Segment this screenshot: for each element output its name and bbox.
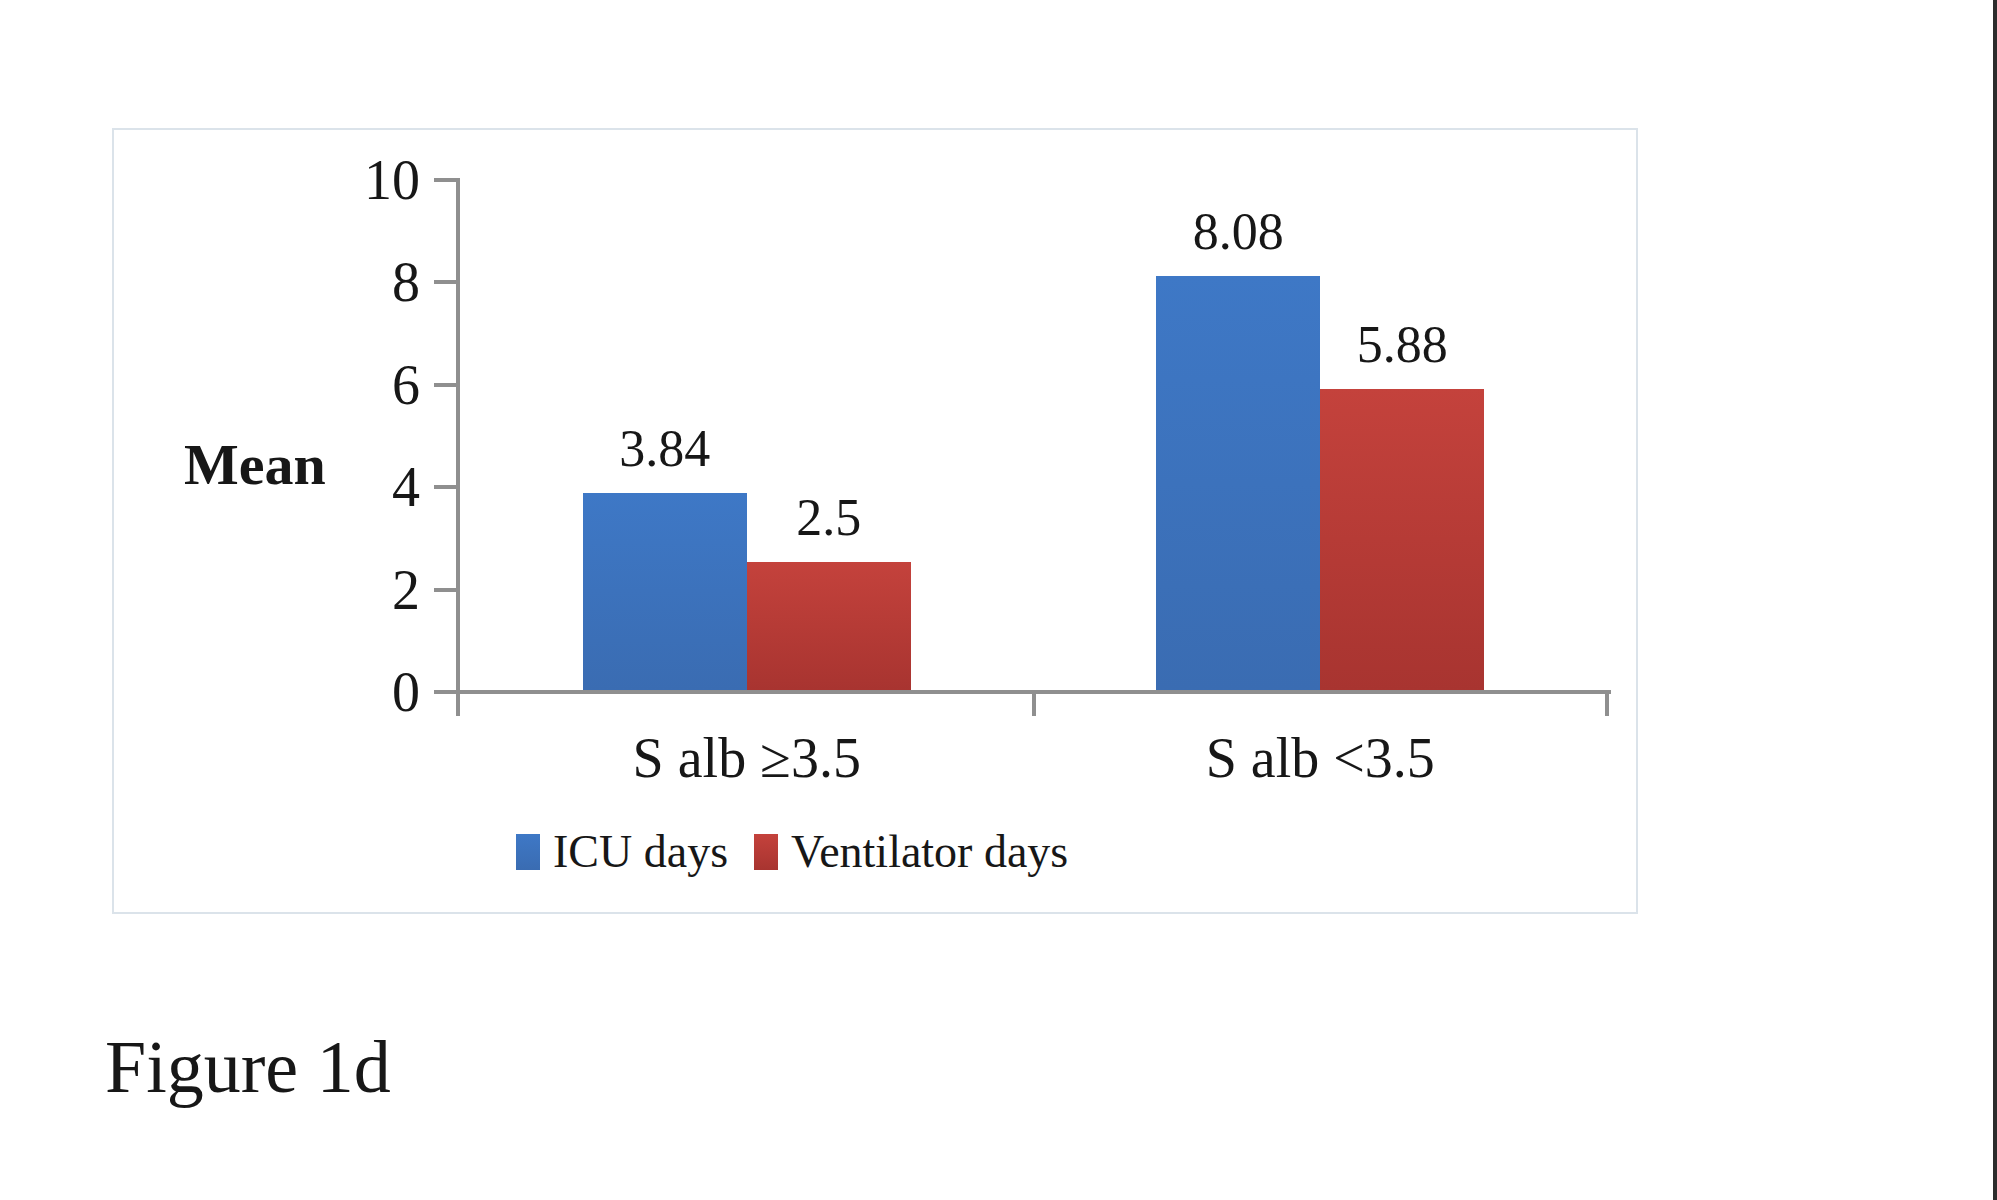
legend-item: Ventilator days	[754, 822, 1068, 882]
category-label: S alb <3.5	[1034, 723, 1608, 793]
bar-value-label: 2.5	[796, 492, 861, 544]
y-tick-label: 10	[264, 145, 420, 215]
bar-icu-days: 8.08	[1156, 276, 1320, 690]
legend-swatch-ventilator-days	[754, 834, 778, 870]
y-tick-label: 8	[264, 247, 420, 317]
legend-swatch-icu-days	[516, 834, 540, 870]
y-tick-mark	[434, 588, 456, 592]
legend-item: ICU days	[516, 822, 728, 882]
y-tick-mark	[434, 383, 456, 387]
bar-icu-days: 3.84	[583, 493, 747, 690]
y-tick-mark	[434, 485, 456, 489]
x-tick-mark	[1605, 690, 1609, 716]
bar-value-label: 3.84	[619, 423, 710, 475]
y-tick-label: 2	[264, 555, 420, 625]
bar-group: 8.085.88	[1034, 180, 1608, 690]
bar-value-label: 8.08	[1193, 206, 1284, 258]
y-tick-mark	[434, 280, 456, 284]
x-tick-mark	[456, 690, 460, 716]
y-tick-label: 4	[264, 452, 420, 522]
figure-caption: Figure 1d	[105, 1022, 391, 1112]
y-tick-mark	[434, 178, 456, 182]
y-tick-label: 6	[264, 350, 420, 420]
bar-ventilator-days: 2.5	[747, 562, 911, 690]
chart-frame: Mean 02468103.842.5S alb ≥3.58.085.88S a…	[112, 128, 1638, 914]
bar-value-label: 5.88	[1357, 319, 1448, 371]
bar-ventilator-days: 5.88	[1320, 389, 1484, 690]
legend: ICU days Ventilator days	[516, 822, 1068, 882]
y-tick-mark	[434, 690, 456, 694]
category-label: S alb ≥3.5	[460, 723, 1034, 793]
document-page: Mean 02468103.842.5S alb ≥3.58.085.88S a…	[0, 0, 1997, 1200]
x-tick-mark	[1032, 690, 1036, 716]
y-tick-label: 0	[264, 657, 420, 727]
screen-right-edge	[1993, 0, 1997, 1200]
bar-group: 3.842.5	[460, 180, 1034, 690]
legend-label: Ventilator days	[791, 822, 1068, 882]
legend-label: ICU days	[553, 822, 728, 882]
plot-area: 02468103.842.5S alb ≥3.58.085.88S alb <3…	[460, 180, 1607, 692]
